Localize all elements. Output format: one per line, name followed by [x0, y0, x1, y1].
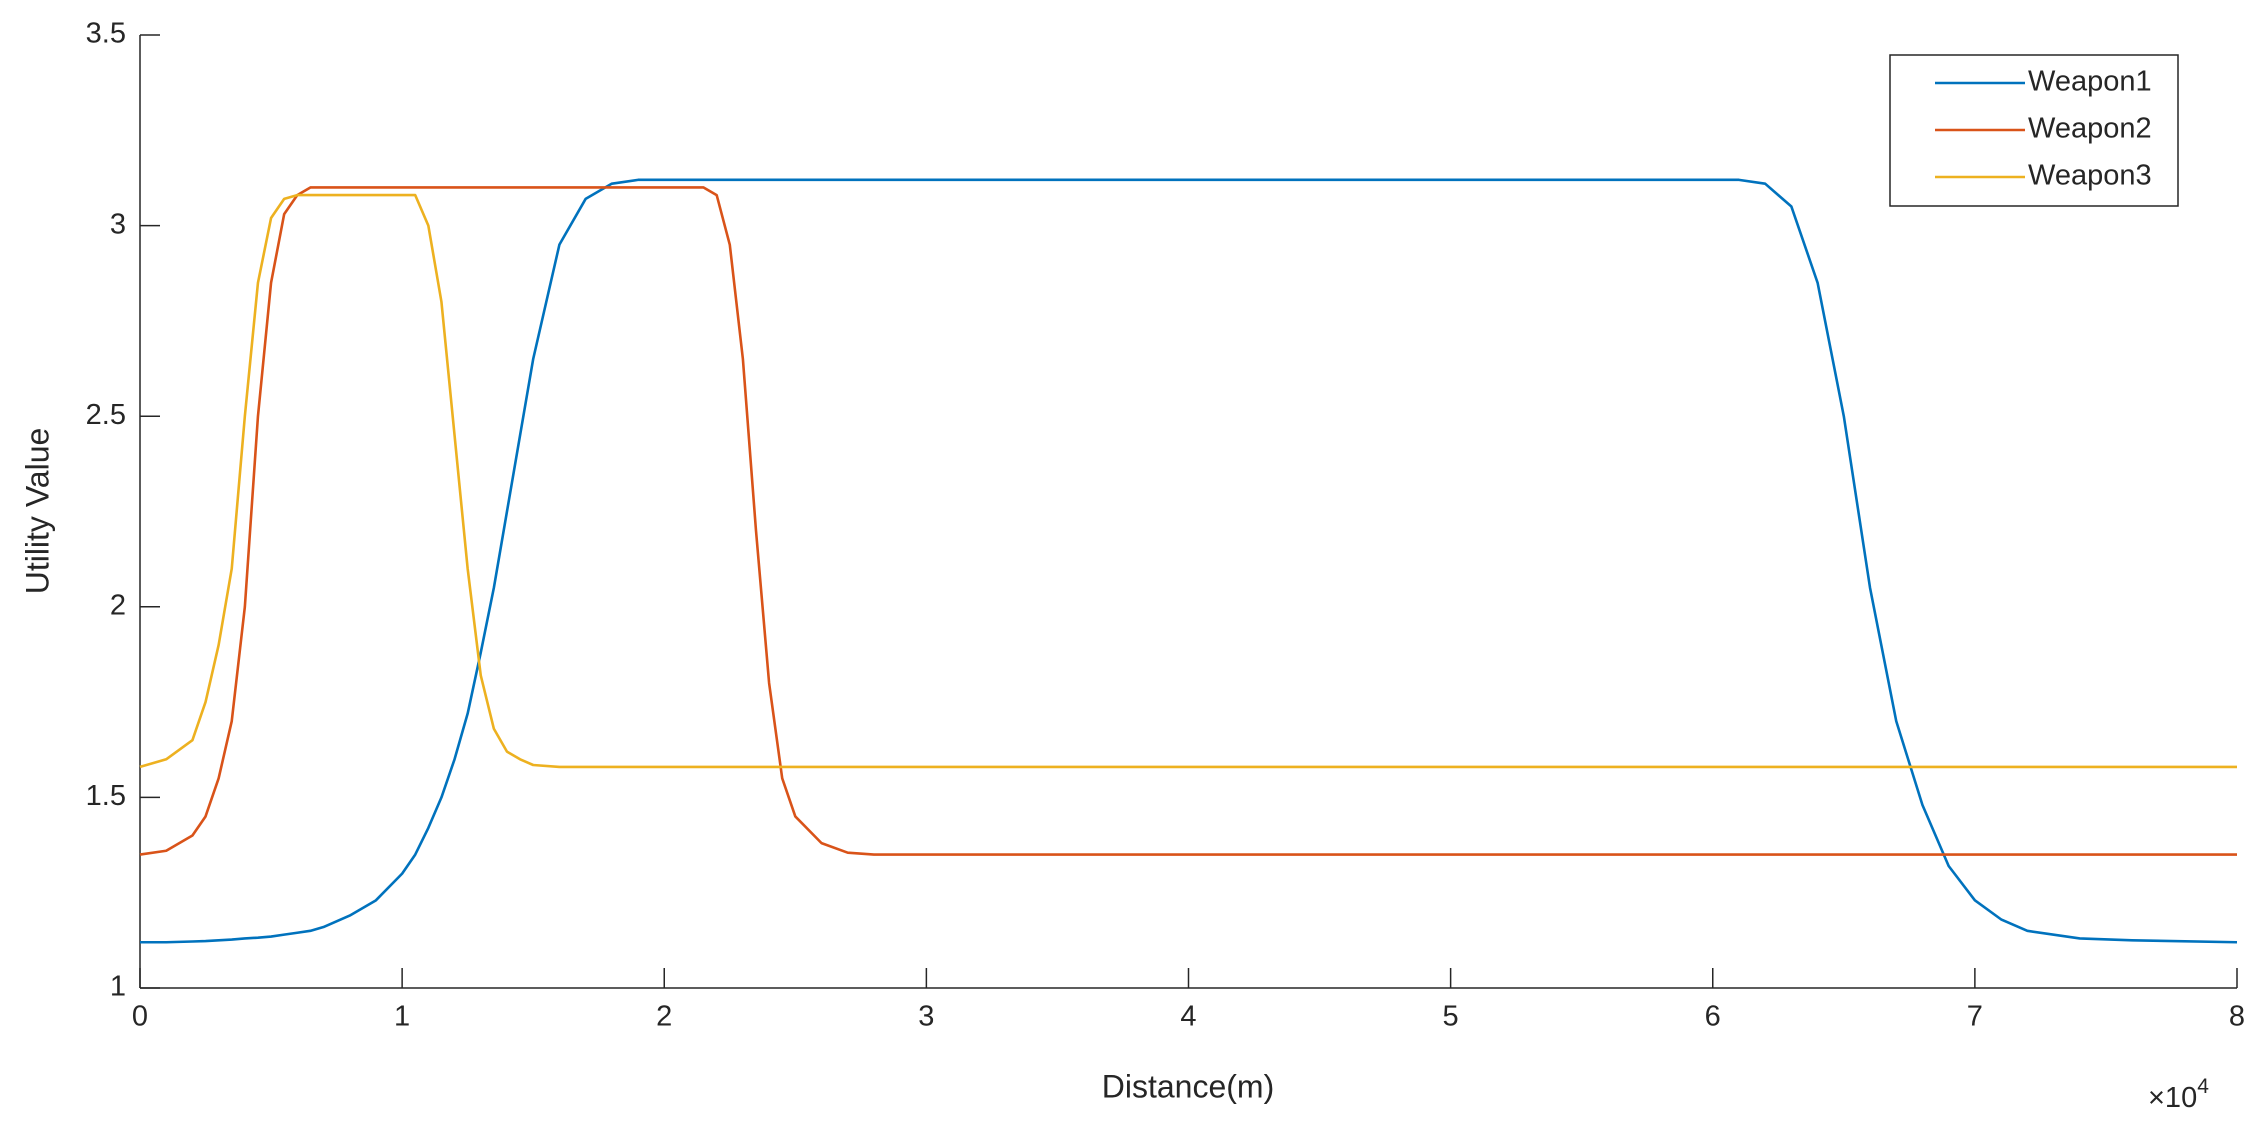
x-tick-label: 2 — [656, 1001, 672, 1033]
x-tick-label: 6 — [1705, 1001, 1721, 1033]
x-tick-label: 8 — [2229, 1001, 2245, 1033]
legend: Weapon1 Weapon2 Weapon3 — [1889, 54, 2179, 207]
x-tick-label: 7 — [1967, 1001, 1983, 1033]
x-exponent-power: 4 — [2197, 1075, 2209, 1098]
series-line — [140, 178, 2238, 944]
x-tick-label: 1 — [394, 1001, 410, 1033]
x-exponent-base: ×10 — [2148, 1082, 2197, 1114]
y-tick-label: 3 — [110, 208, 126, 240]
x-tick-label: 3 — [918, 1001, 934, 1033]
legend-label: Weapon3 — [2028, 160, 2152, 192]
x-exponent: ×104 — [2148, 1075, 2209, 1114]
x-tick-label: 0 — [132, 1001, 148, 1033]
x-tick-label: 4 — [1180, 1001, 1196, 1033]
y-tick-label: 1 — [110, 971, 126, 1003]
y-tick-label: 2.5 — [86, 399, 126, 431]
y-axis-label: Utility Value — [19, 428, 55, 595]
y-tick-label: 2 — [110, 589, 126, 621]
legend-label: Weapon2 — [2028, 113, 2152, 145]
legend-label: Weapon1 — [2028, 66, 2152, 98]
y-tick-label: 3.5 — [86, 18, 126, 50]
x-axis-label: Distance(m) — [1102, 1068, 1274, 1104]
x-tick-label: 5 — [1443, 1001, 1459, 1033]
y-tick-label: 1.5 — [86, 780, 126, 812]
series-line — [139, 193, 2237, 769]
